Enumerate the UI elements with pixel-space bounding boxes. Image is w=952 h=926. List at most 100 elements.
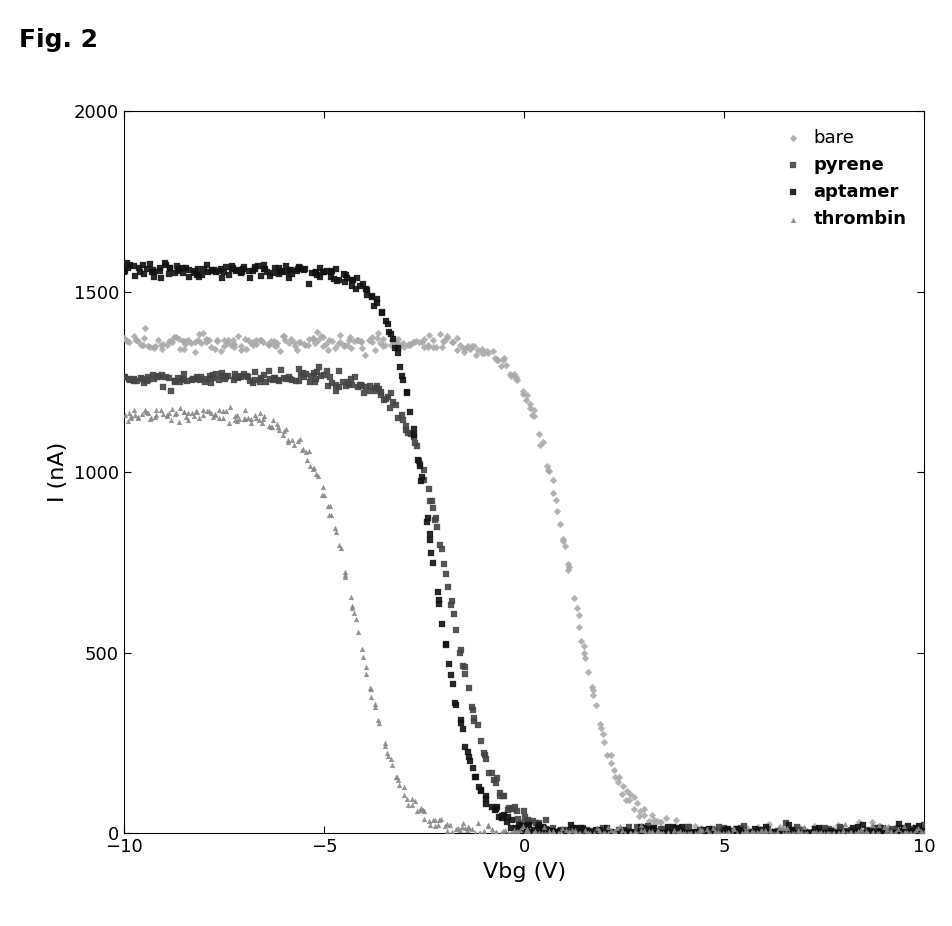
aptamer: [575, 822, 590, 837]
bare: [143, 340, 158, 355]
aptamer: [842, 826, 857, 841]
thrombin: [691, 825, 706, 840]
thrombin: [561, 824, 576, 839]
thrombin: [629, 826, 645, 841]
thrombin: [215, 404, 230, 419]
thrombin: [672, 826, 687, 841]
bare: [129, 332, 144, 347]
pyrene: [154, 368, 169, 382]
bare: [591, 717, 606, 732]
pyrene: [595, 821, 610, 836]
pyrene: [398, 419, 413, 433]
aptamer: [221, 268, 236, 282]
pyrene: [432, 538, 447, 553]
thrombin: [480, 818, 495, 832]
aptamer: [728, 823, 744, 838]
aptamer: [867, 826, 883, 841]
thrombin: [262, 419, 277, 433]
aptamer: [189, 267, 205, 282]
aptamer: [599, 820, 614, 835]
bare: [301, 332, 316, 346]
aptamer: [900, 819, 915, 833]
aptamer: [312, 261, 327, 276]
pyrene: [477, 747, 492, 762]
bare: [720, 825, 735, 840]
pyrene: [452, 645, 467, 660]
bare: [603, 756, 618, 770]
thrombin: [635, 822, 650, 837]
thrombin: [664, 826, 680, 841]
aptamer: [701, 821, 716, 836]
pyrene: [147, 372, 162, 387]
pyrene: [913, 822, 928, 837]
bare: [305, 331, 320, 345]
thrombin: [211, 411, 227, 426]
pyrene: [807, 826, 823, 841]
pyrene: [205, 370, 220, 385]
pyrene: [673, 826, 688, 841]
bare: [827, 823, 843, 838]
pyrene: [552, 822, 567, 837]
aptamer: [364, 289, 379, 304]
pyrene: [508, 804, 524, 819]
bare: [686, 819, 702, 833]
thrombin: [252, 406, 268, 420]
bare: [308, 325, 324, 340]
bare: [560, 557, 575, 571]
thrombin: [236, 412, 251, 427]
thrombin: [591, 826, 606, 841]
pyrene: [262, 364, 277, 379]
thrombin: [580, 826, 595, 841]
thrombin: [253, 416, 268, 431]
bare: [167, 330, 182, 344]
pyrene: [885, 823, 901, 838]
aptamer: [820, 826, 835, 841]
bare: [508, 372, 524, 387]
aptamer: [420, 511, 435, 526]
pyrene: [422, 494, 437, 508]
bare: [697, 824, 712, 839]
pyrene: [395, 412, 410, 427]
pyrene: [859, 824, 874, 839]
aptamer: [182, 269, 197, 284]
bare: [241, 332, 256, 347]
aptamer: [448, 697, 464, 712]
pyrene: [738, 826, 753, 841]
bare: [460, 338, 475, 353]
bare: [357, 347, 372, 362]
aptamer: [906, 826, 922, 841]
aptamer: [204, 264, 219, 279]
aptamer: [406, 427, 421, 442]
aptamer: [723, 824, 738, 839]
pyrene: [491, 789, 506, 804]
bare: [405, 334, 420, 349]
thrombin: [367, 699, 382, 714]
bare: [203, 340, 218, 355]
aptamer: [381, 325, 396, 340]
pyrene: [746, 825, 762, 840]
bare: [448, 343, 464, 357]
bare: [717, 826, 732, 841]
aptamer: [666, 826, 682, 841]
bare: [561, 560, 576, 575]
thrombin: [796, 820, 811, 834]
bare: [420, 338, 435, 353]
pyrene: [298, 367, 313, 382]
bare: [805, 824, 821, 839]
bare: [226, 336, 241, 351]
bare: [487, 352, 503, 367]
pyrene: [296, 369, 311, 384]
pyrene: [814, 826, 829, 841]
pyrene: [373, 384, 388, 399]
bare: [718, 820, 733, 835]
bare: [277, 332, 292, 347]
pyrene: [828, 826, 843, 841]
bare: [498, 357, 513, 372]
pyrene: [915, 822, 930, 837]
aptamer: [158, 257, 173, 272]
aptamer: [147, 265, 162, 280]
bare: [540, 463, 555, 478]
pyrene: [589, 824, 605, 839]
bare: [286, 334, 301, 349]
bare: [625, 801, 641, 816]
